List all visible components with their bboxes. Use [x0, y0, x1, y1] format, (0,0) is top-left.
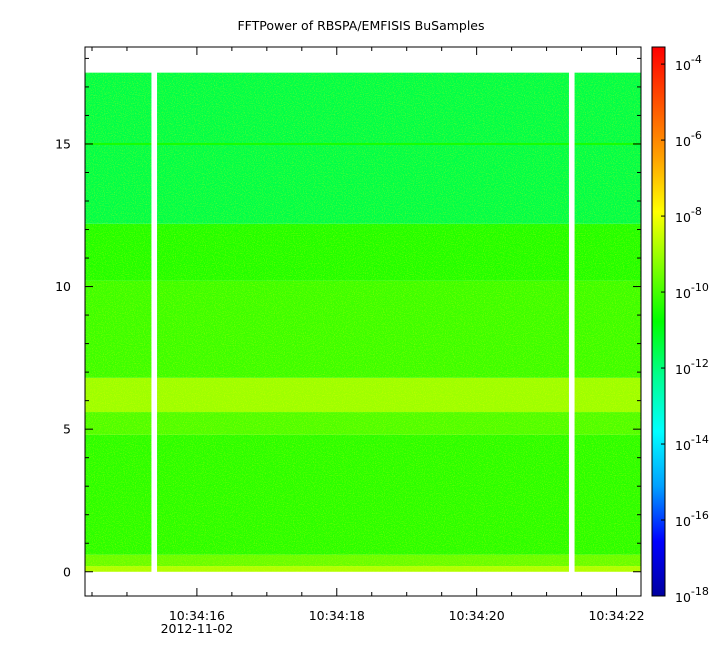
x-tick-label: 10:34:18: [309, 608, 365, 623]
x-tick-label: 10:34:22: [588, 608, 644, 623]
x-tick-label: 10:34:20: [449, 608, 505, 623]
spectrogram-plot: [85, 47, 641, 596]
data-gap-1: [568, 47, 575, 596]
colorbar-tick-label: 10-12: [675, 357, 709, 377]
colorbar-tick-label: 10-4: [675, 53, 702, 73]
colorbar-tick-label: 10-18: [675, 585, 709, 605]
chart-title: FFTPower of RBSPA/EMFISIS BuSamples: [237, 18, 484, 33]
noise-texture: [85, 72, 641, 572]
colorbar-gradient: [651, 46, 666, 597]
x-tick-label: 10:34:16: [169, 608, 225, 623]
x-date-label: 2012-11-02: [161, 621, 234, 636]
colorbar-tick-label: 10-16: [675, 509, 709, 529]
y-tick-label: 10: [55, 279, 71, 294]
colorbar-tick-label: 10-14: [675, 433, 709, 453]
colorbar-tick-label: 10-8: [675, 205, 702, 225]
colorbar-tick-label: 10-6: [675, 129, 702, 149]
plot-frame: [84, 46, 642, 597]
y-tick-label: 0: [63, 564, 71, 579]
colorbar-tick-label: 10-10: [675, 281, 709, 301]
colorbar: 10-18 10-16 10-14 10-12 10-10 10-8 10-6 10-4: [651, 46, 709, 605]
data-gap-0: [151, 47, 158, 596]
y-tick-label: 5: [63, 422, 71, 437]
spectral-line: [85, 142, 641, 145]
y-tick-label: 15: [55, 136, 71, 151]
